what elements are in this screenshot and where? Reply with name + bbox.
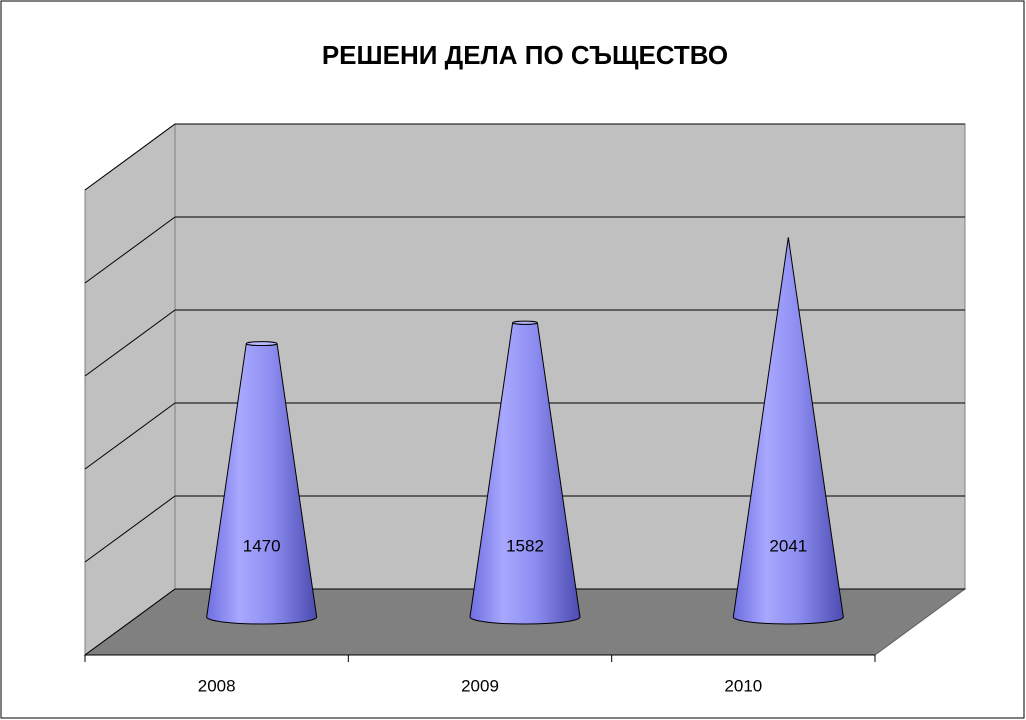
- grid-line: [84, 495, 176, 563]
- marks: 1470 1582 2041: [206, 237, 844, 625]
- x-tick-label: 2009: [461, 676, 499, 695]
- grid-line: [84, 402, 176, 470]
- chart-title: РЕШЕНИ ДЕЛА ПО СЪЩЕСТВО: [322, 40, 728, 70]
- data-label: 2041: [769, 536, 807, 555]
- cone-top: [512, 320, 538, 325]
- grid-line: [84, 309, 176, 377]
- grid-line: [84, 216, 176, 284]
- x-tick-label: 2010: [724, 676, 762, 695]
- side-wall: [84, 123, 176, 656]
- grid-line: [84, 123, 176, 191]
- cone-top: [245, 341, 278, 347]
- grid-line: [84, 588, 176, 656]
- x-tick-label: 2008: [198, 676, 236, 695]
- data-label: 1582: [506, 536, 544, 555]
- data-label: 1470: [243, 536, 281, 555]
- cone: [732, 237, 844, 625]
